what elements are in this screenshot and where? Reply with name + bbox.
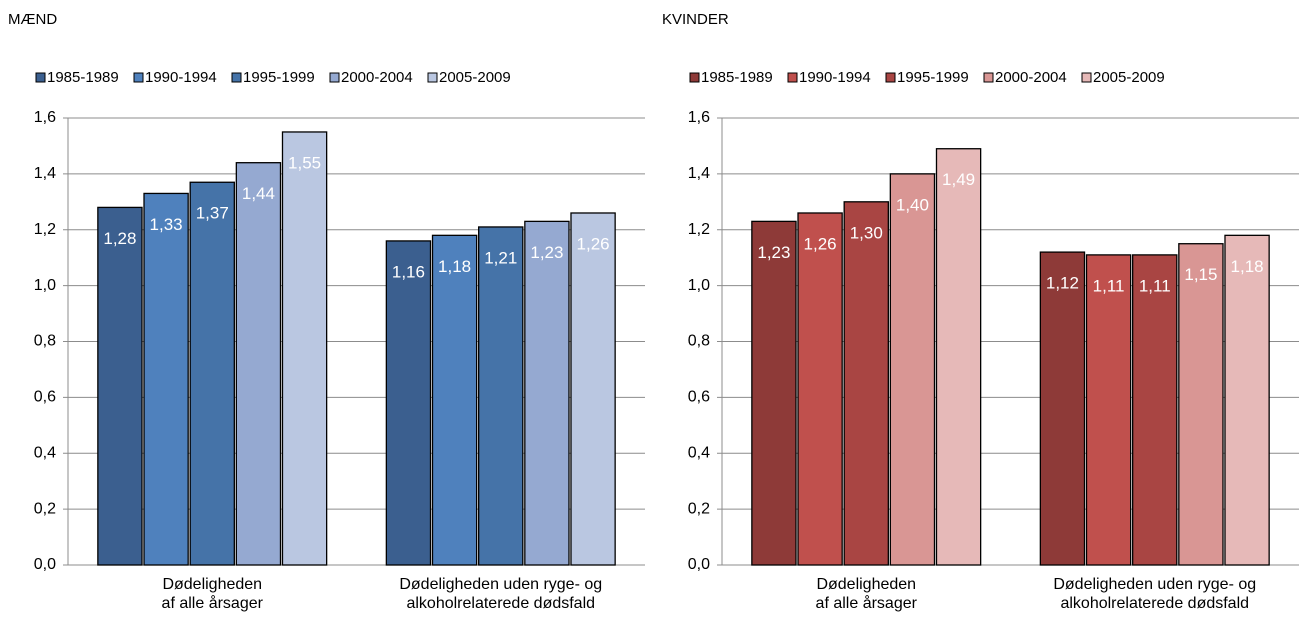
legend-swatch	[231, 72, 242, 83]
legend-label: 1995-1999	[897, 69, 969, 86]
bar	[889, 173, 936, 566]
data-label: 1,26	[577, 234, 610, 253]
legend-swatch	[885, 72, 896, 83]
data-label: 1,11	[1139, 276, 1171, 295]
bar	[751, 220, 797, 566]
data-label: 1,23	[757, 243, 790, 262]
y-tick-label: 0,2	[34, 500, 56, 517]
legend-label: 2000-2004	[341, 69, 413, 86]
legend-swatch	[427, 72, 438, 83]
bar	[1085, 254, 1132, 566]
data-label: 1,28	[103, 229, 136, 248]
y-tick-label: 1,0	[34, 277, 56, 294]
bar	[478, 226, 524, 566]
bar	[1224, 234, 1270, 566]
bar	[385, 240, 432, 566]
bar	[843, 201, 889, 566]
x-tick-label: Dødeligheden af alle årsager	[815, 576, 917, 612]
legend-swatch	[1081, 72, 1092, 83]
x-tick-label: Dødeligheden uden ryge- og alkoholrelate…	[1053, 576, 1257, 612]
bar	[281, 131, 328, 566]
data-label: 1,49	[942, 170, 975, 189]
data-label: 1,23	[530, 243, 563, 262]
data-label: 1,18	[438, 257, 471, 276]
data-label: 1,55	[288, 153, 321, 172]
bar	[431, 234, 478, 566]
data-label: 1,44	[242, 184, 275, 203]
y-tick-label: 1,0	[688, 277, 710, 294]
y-tick-label: 0,8	[34, 333, 56, 350]
bar	[570, 212, 616, 566]
y-tick-label: 0,0	[34, 556, 56, 573]
data-label: 1,11	[1093, 276, 1125, 295]
y-tick-label: 0,8	[688, 333, 710, 350]
y-tick-label: 0,2	[688, 500, 710, 517]
y-tick-label: 0,6	[34, 389, 56, 406]
bar	[935, 148, 982, 566]
legend-swatch	[133, 72, 144, 83]
data-label: 1,12	[1046, 274, 1079, 293]
y-tick-label: 0,6	[688, 389, 710, 406]
legend-label: 2000-2004	[995, 69, 1067, 86]
data-label: 1,15	[1184, 265, 1217, 284]
data-label: 1,37	[196, 204, 229, 223]
legend-label: 1990-1994	[799, 69, 871, 86]
bar	[189, 181, 235, 566]
bar	[97, 206, 143, 566]
bar	[1039, 251, 1086, 566]
legend-swatch	[983, 72, 994, 83]
bar	[524, 220, 570, 566]
bar	[235, 162, 282, 566]
y-tick-label: 0,0	[688, 556, 710, 573]
y-tick-label: 1,4	[688, 165, 710, 182]
legend-label: 1985-1989	[701, 69, 773, 86]
legend-label: 2005-2009	[1093, 69, 1165, 86]
chart-title: KVINDER	[662, 11, 729, 28]
y-tick-label: 0,4	[688, 444, 710, 461]
y-tick-label: 1,4	[34, 165, 56, 182]
bar	[797, 212, 843, 566]
data-label: 1,40	[896, 195, 929, 214]
chart-title: MÆND	[8, 11, 57, 28]
y-tick-label: 0,4	[34, 444, 56, 461]
legend-swatch	[329, 72, 340, 83]
data-label: 1,18	[1231, 257, 1264, 276]
legend-label: 2005-2009	[439, 69, 511, 86]
data-label: 1,30	[850, 223, 883, 242]
legend-label: 1995-1999	[243, 69, 315, 86]
data-label: 1,33	[150, 215, 183, 234]
legend-swatch	[689, 72, 700, 83]
y-tick-label: 1,2	[34, 221, 56, 238]
y-tick-label: 1,6	[34, 109, 56, 126]
y-tick-label: 1,6	[688, 109, 710, 126]
legend-swatch	[35, 72, 46, 83]
data-label: 1,26	[804, 234, 837, 253]
x-tick-label: Dødeligheden af alle årsager	[161, 576, 263, 612]
data-label: 1,16	[392, 262, 425, 281]
legend-label: 1985-1989	[47, 69, 119, 86]
bar	[1132, 254, 1178, 566]
legend-label: 1990-1994	[145, 69, 217, 86]
x-tick-label: Dødeligheden uden ryge- og alkoholrelate…	[399, 576, 603, 612]
bar	[1178, 243, 1224, 566]
bar	[143, 192, 189, 566]
data-label: 1,21	[484, 248, 517, 267]
y-tick-label: 1,2	[688, 221, 710, 238]
legend-swatch	[787, 72, 798, 83]
